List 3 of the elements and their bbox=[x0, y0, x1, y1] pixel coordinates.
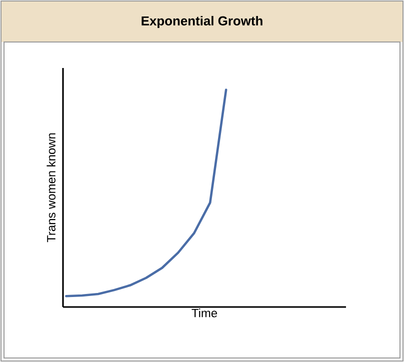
y-axis-title: Trans women known bbox=[46, 133, 56, 242]
chart-title: Exponential Growth bbox=[142, 16, 262, 28]
x-axis-title: Time bbox=[192, 308, 218, 318]
